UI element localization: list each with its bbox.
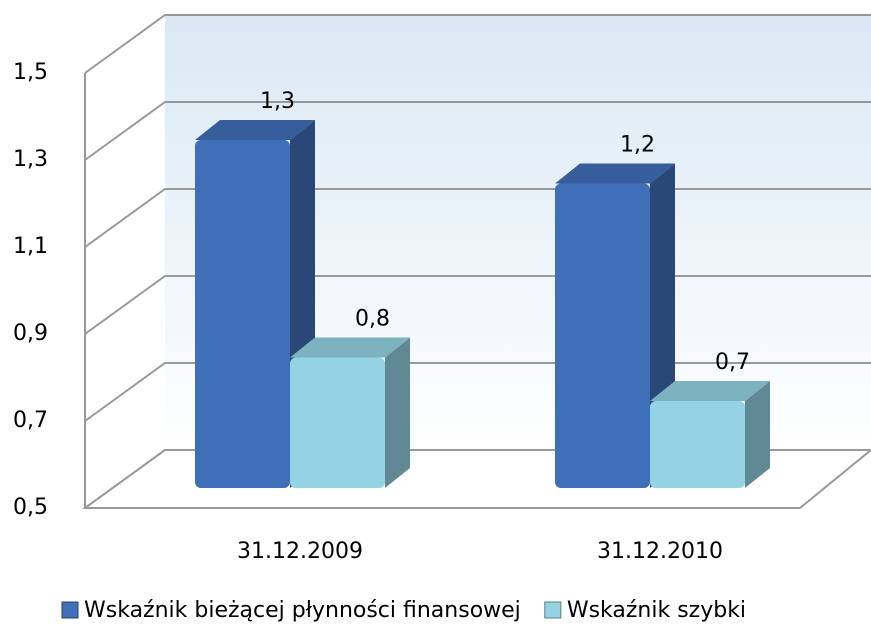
x-tick-label: 31.12.2010 (597, 539, 723, 564)
bar (195, 140, 290, 488)
legend-swatch (544, 601, 562, 619)
bar-side (745, 381, 770, 488)
y-tick-label: 1,3 (13, 147, 48, 172)
data-label: 0,7 (715, 350, 750, 375)
grid-line (84, 14, 871, 74)
legend-label: Wskaźnik bieżącej płynności finansowej (84, 598, 521, 623)
data-label: 1,3 (260, 89, 295, 114)
bar (290, 357, 385, 488)
y-tick-label: 0,5 (13, 495, 48, 520)
bar (650, 401, 745, 488)
bar-top (555, 163, 675, 184)
grid-line (84, 101, 871, 161)
bar-top (650, 381, 770, 401)
legend-swatch (61, 601, 79, 619)
data-label: 0,8 (355, 307, 390, 332)
legend-label: Wskaźnik szybki (567, 598, 746, 623)
y-tick-label: 1,5 (13, 60, 48, 85)
bar (555, 183, 650, 488)
x-tick-label: 31.12.2009 (237, 539, 363, 564)
y-tick-label: 1,1 (13, 234, 48, 259)
data-label: 1,2 (620, 133, 655, 158)
bar-top (290, 337, 410, 358)
bar-top (195, 120, 315, 140)
y-tick-label: 0,9 (13, 321, 48, 346)
y-tick-label: 0,7 (13, 408, 48, 433)
bar-side (385, 337, 410, 488)
